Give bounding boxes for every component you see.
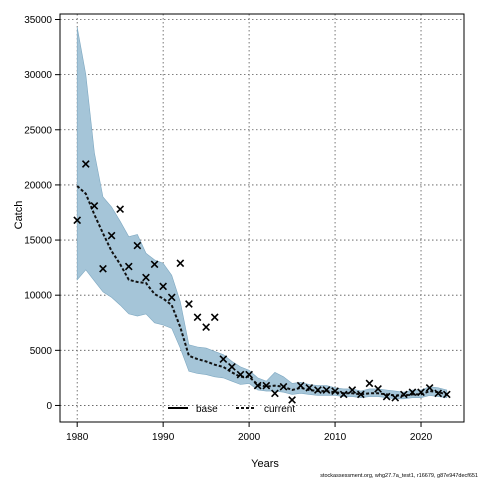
observation-marker (408, 388, 417, 397)
observation-marker (425, 383, 434, 392)
confidence-band (76, 27, 448, 400)
y-tick-label: 20000 (24, 180, 52, 191)
y-tick-label: 5000 (30, 346, 53, 357)
y-tick-label: 15000 (24, 236, 52, 247)
observation-marker (279, 382, 288, 391)
source-footer: stockassessment.org, whg27.7a_test1, r16… (320, 473, 478, 479)
observation-marker (142, 273, 150, 282)
observation-marker (150, 260, 159, 269)
observation-marker (442, 390, 451, 399)
observation-marker (159, 282, 168, 291)
observation-marker (288, 396, 296, 404)
y-tick-label: 0 (46, 401, 52, 412)
y-tick-label: 10000 (24, 291, 52, 302)
x-tick-label: 2020 (410, 432, 433, 443)
grid-lines (60, 14, 464, 422)
observation-marker (81, 160, 90, 168)
observation-marker (262, 381, 271, 390)
observation-marker (210, 313, 219, 322)
observation-marker (356, 390, 365, 399)
y-tick-label: 30000 (24, 70, 52, 81)
observation-marker (228, 362, 236, 371)
observed-catch-markers (73, 160, 451, 404)
observation-marker (236, 370, 245, 379)
observation-marker (202, 323, 210, 332)
legend-current-label: current (264, 404, 295, 415)
x-axis-ticks: 1980 1990 2000 2010 2020 (66, 422, 433, 443)
observation-marker (219, 355, 228, 364)
observation-marker (296, 381, 305, 390)
observation-marker (322, 386, 331, 394)
observation-marker (245, 370, 253, 379)
y-tick-label: 25000 (24, 125, 52, 136)
observation-marker (124, 262, 133, 271)
observation-marker (331, 387, 339, 395)
observation-marker (374, 385, 382, 393)
x-tick-label: 2010 (324, 432, 347, 443)
observation-marker (193, 313, 202, 322)
plot-frame (59, 13, 465, 423)
observation-marker (99, 264, 107, 273)
observation-marker (348, 386, 357, 394)
observation-marker (133, 241, 142, 250)
observation-marker (107, 231, 116, 240)
x-tick-label: 1990 (152, 432, 175, 443)
observation-marker (391, 393, 400, 402)
legend: base current (168, 404, 295, 415)
observation-marker (116, 205, 125, 214)
y-axis-label: Catch (13, 201, 25, 230)
observation-marker (73, 216, 82, 225)
observation-marker (417, 388, 425, 397)
observation-marker (382, 392, 391, 401)
observation-marker (176, 259, 185, 268)
observation-marker (271, 389, 279, 398)
observation-marker (185, 300, 193, 308)
observation-marker (253, 381, 262, 390)
y-axis-ticks: 0 5000 10000 15000 20000 25000 30000 35000 (24, 15, 60, 412)
y-tick-label: 35000 (24, 15, 52, 26)
x-tick-label: 1980 (66, 432, 89, 443)
observation-marker (365, 379, 374, 388)
observation-marker (314, 386, 322, 394)
legend-base-label: base (196, 404, 218, 415)
observation-marker (167, 293, 176, 302)
observation-marker (90, 202, 99, 210)
observation-marker (305, 383, 314, 392)
observation-marker (434, 389, 443, 398)
x-tick-label: 2000 (238, 432, 261, 443)
observation-marker (339, 390, 348, 399)
x-axis-label: Years (251, 458, 279, 470)
observation-marker (399, 390, 408, 399)
